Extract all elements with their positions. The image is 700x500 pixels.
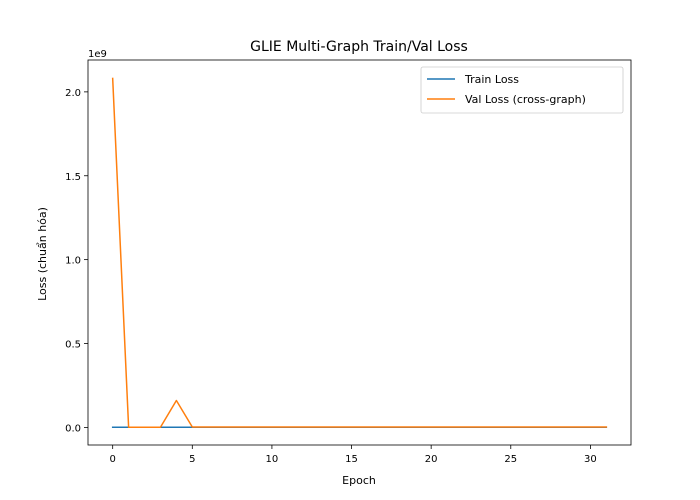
plot-area xyxy=(111,77,608,428)
legend-label-train-loss: Train Loss xyxy=(464,73,519,86)
x-tick-label: 5 xyxy=(189,454,195,465)
legend: Train Loss Val Loss (cross-graph) xyxy=(420,66,624,114)
x-tick-label: 30 xyxy=(584,454,597,465)
x-tick-label: 20 xyxy=(425,454,438,465)
y-tick-label: 1.0 xyxy=(65,256,81,267)
x-tick-label: 0 xyxy=(109,454,115,465)
chart-title: GLIE Multi-Graph Train/Val Loss xyxy=(250,39,468,55)
legend-label-val-loss: Val Loss (cross-graph) xyxy=(465,93,586,106)
x-axis-label: Epoch xyxy=(342,474,376,487)
y-axis-label: Loss (chuẩn hóa) xyxy=(36,207,49,301)
legend-box xyxy=(420,66,624,114)
y-tick-label: 0.0 xyxy=(65,423,81,434)
y-tick-label: 2.0 xyxy=(65,88,81,99)
y-tick-label: 1.5 xyxy=(65,172,81,183)
x-tick-label: 15 xyxy=(345,454,358,465)
y-tick-label: 0.5 xyxy=(65,340,81,351)
y-offset-label: 1e9 xyxy=(88,49,107,60)
series-line-val-loss xyxy=(111,77,608,428)
axes: 0 5 10 15 20 25 30 0.0 0.5 1.0 1.5 2.0 xyxy=(65,59,632,465)
x-tick-label: 25 xyxy=(504,454,517,465)
axes-frame xyxy=(87,59,632,446)
x-tick-label: 10 xyxy=(266,454,279,465)
